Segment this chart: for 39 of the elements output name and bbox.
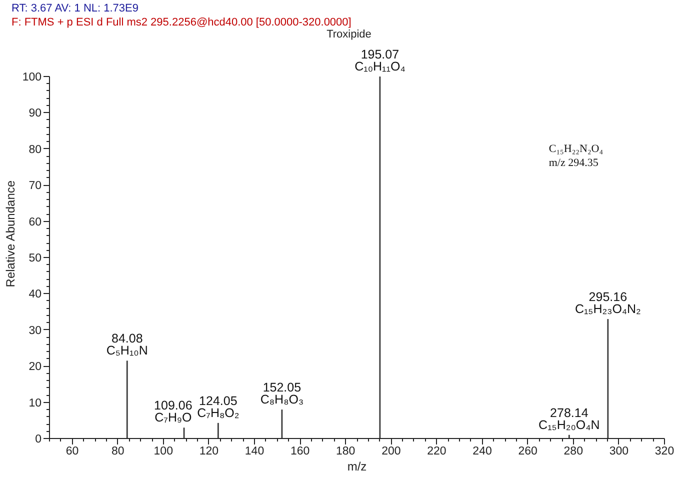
- x-tick-label: 80: [111, 446, 124, 458]
- x-tick-label: 180: [336, 446, 356, 458]
- text: RT: 3.67 AV: 1 NL: 1.73E9: [12, 2, 138, 14]
- annotation: 124.05 C₇H₈O₂: [197, 394, 240, 420]
- annotation: m/z 294.35: [548, 156, 599, 169]
- x-tick-label: 160: [290, 446, 310, 458]
- y-tick-label: 20: [28, 361, 42, 374]
- annotation: 278.14 C₁₅H₂₀O₄N: [538, 406, 600, 432]
- y-tick-label: 100: [22, 72, 42, 84]
- x-tick-label: 320: [654, 446, 674, 458]
- x-tick-label: 240: [472, 446, 492, 458]
- y-tick-label: 90: [28, 108, 42, 120]
- y-axis-title: Relative Abundance: [3, 180, 18, 288]
- annotation: 195.07 C₁₀H₁₁O₄: [354, 48, 406, 74]
- y-tick-label: 50: [28, 252, 42, 264]
- x-axis-title: m/z: [347, 460, 367, 474]
- x-tick-label: 200: [382, 446, 401, 458]
- annotation: C₁₅H₂₂N₂O₄: [548, 142, 604, 155]
- y-tick-label: 10: [28, 397, 42, 410]
- x-tick-label: 260: [518, 446, 538, 458]
- annotation: 295.16 C₁₅H₂₃O₄N₂: [574, 290, 642, 316]
- chart-title: Troxipide: [326, 28, 372, 40]
- text: F: FTMS + p ESI d Full ms2 295.2256@hcd40.00 [50.0000-320.0000]: [12, 16, 352, 28]
- y-tick-label: 0: [35, 434, 42, 446]
- x-tick-label: 300: [609, 446, 629, 458]
- annotation: 84.08 C₅H₁₀N: [106, 332, 148, 358]
- y-tick-label: 30: [28, 324, 42, 337]
- y-tick-label: 60: [28, 216, 42, 228]
- x-tick-label: 100: [154, 446, 173, 458]
- annotation: 109.06 C₇H₉O: [154, 398, 192, 425]
- x-tick-label: 140: [244, 446, 264, 458]
- y-tick-label: 40: [28, 288, 42, 301]
- x-tick-label: 120: [199, 446, 219, 458]
- y-tick-label: 80: [28, 144, 42, 156]
- y-tick-label: 70: [28, 180, 42, 192]
- annotation: 152.05 C₈H₈O₃: [260, 380, 304, 407]
- x-tick-label: 280: [564, 446, 583, 458]
- x-tick-label: 60: [66, 446, 79, 458]
- x-tick-label: 220: [427, 446, 446, 458]
